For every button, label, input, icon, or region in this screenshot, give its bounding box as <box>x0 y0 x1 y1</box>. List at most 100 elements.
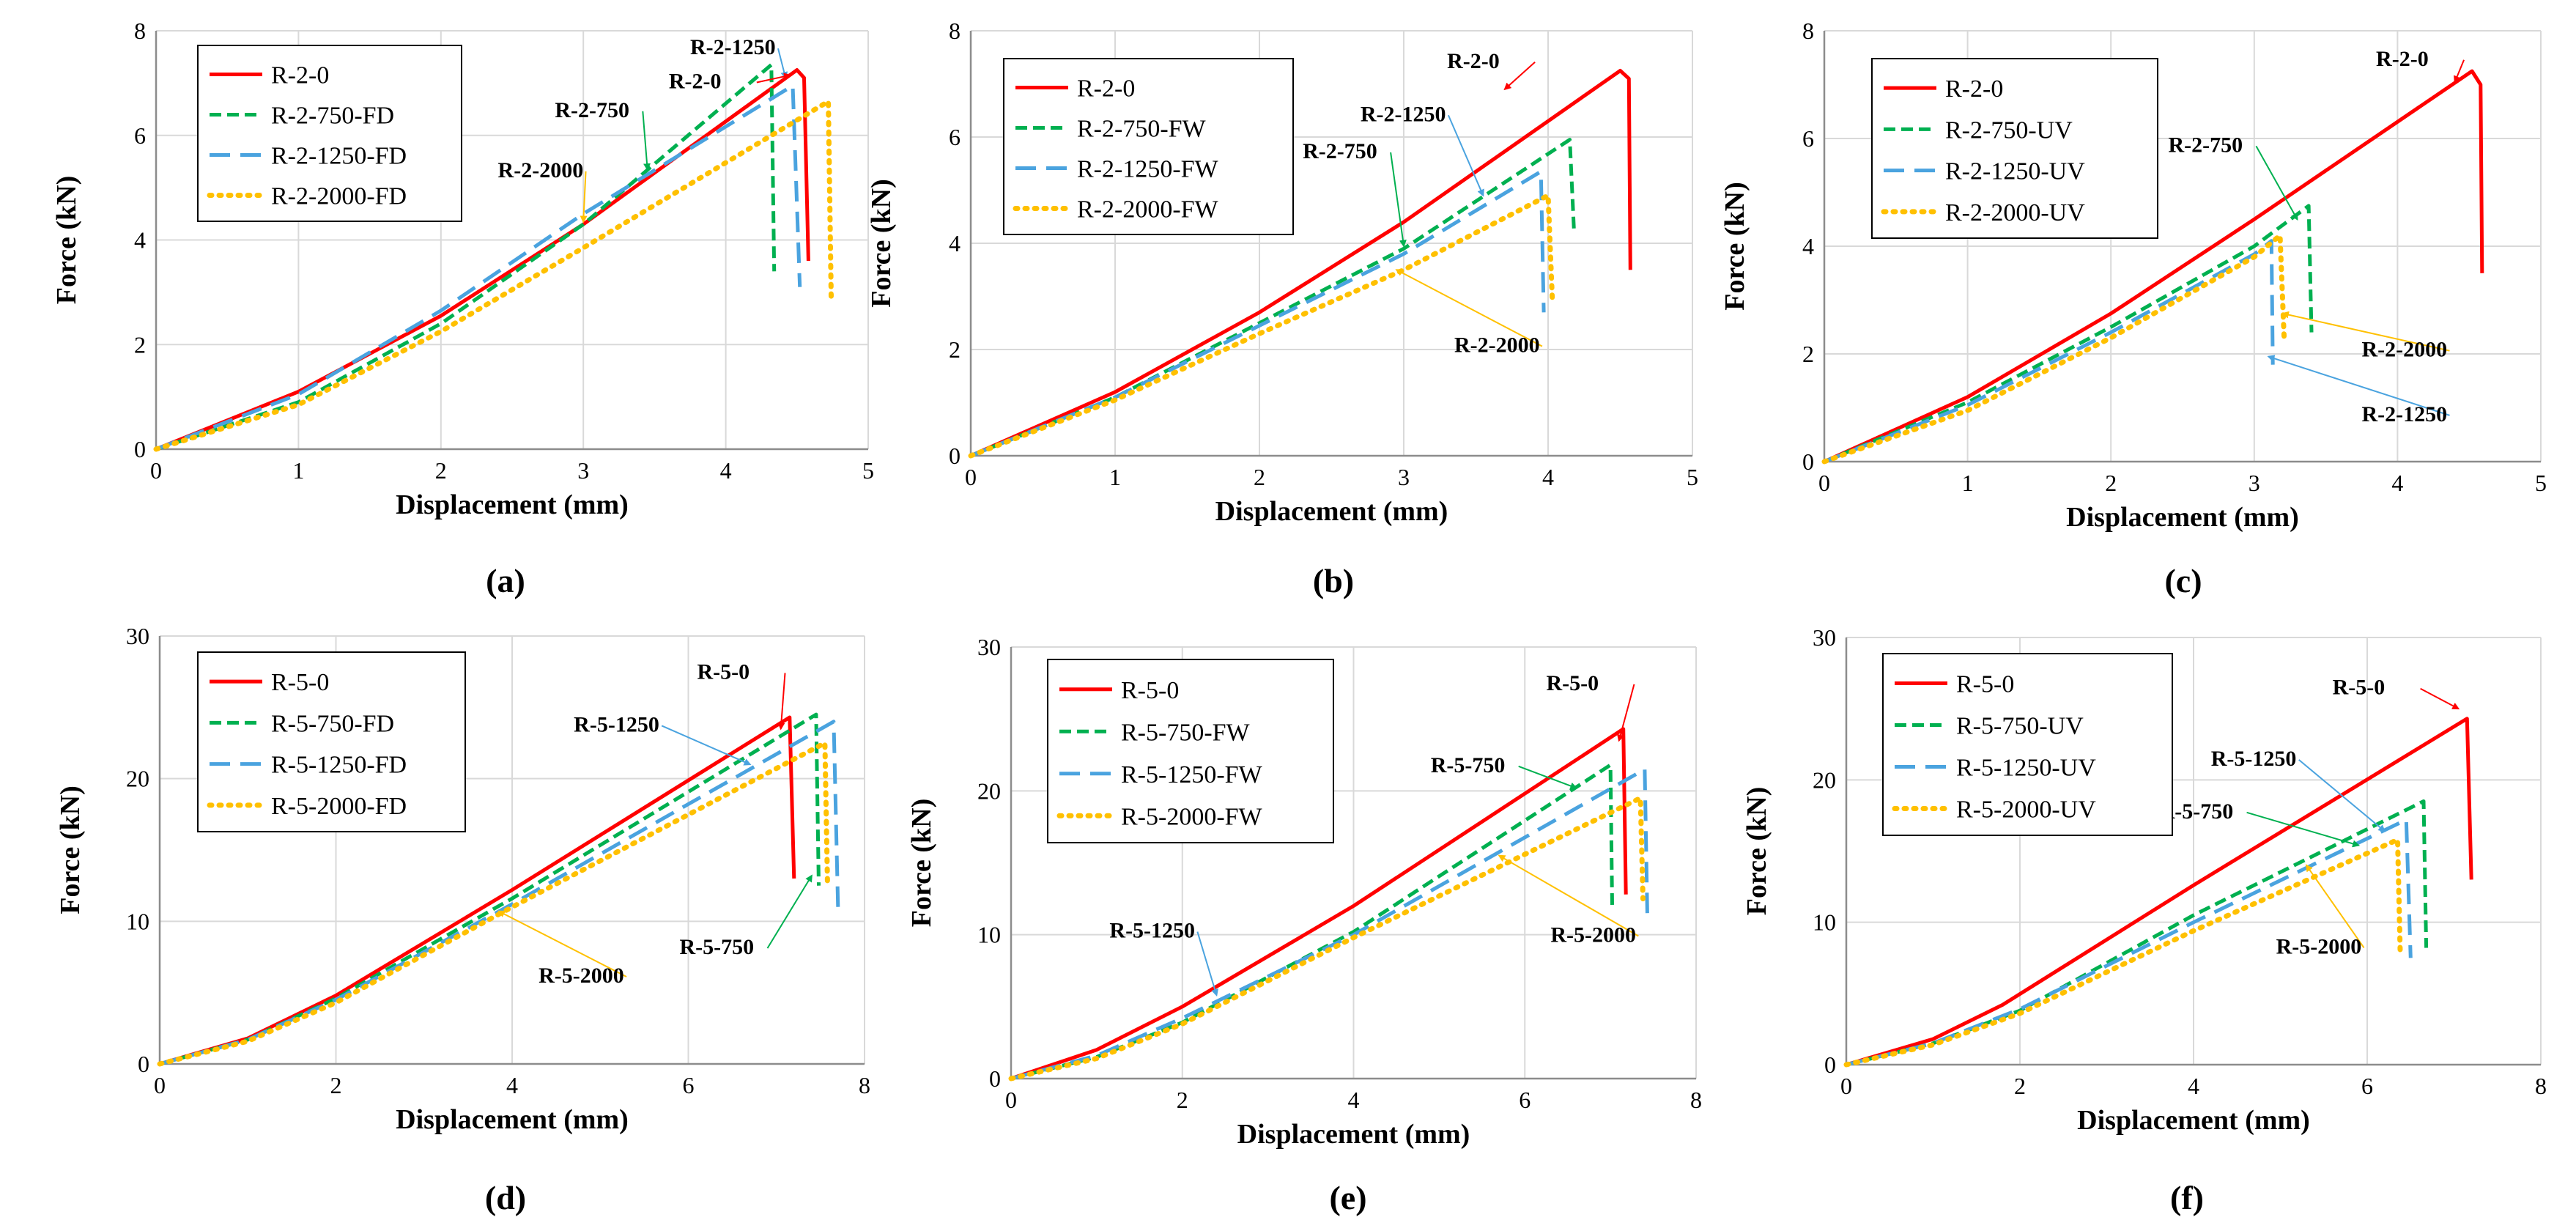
x-tick-label: 5 <box>2535 470 2547 496</box>
chart-panel-1: 0 1 2 3 4 5 0 2 4 6 8 Displacement (mm) Force (kN) R-… <box>51 18 874 599</box>
y-tick-label: 0 <box>989 1065 1001 1092</box>
y-tick-label: 2 <box>949 336 961 363</box>
annotation-label: R-5-1250 <box>2211 747 2297 771</box>
annotation-label: R-2-750 <box>555 98 629 122</box>
x-tick-label: 4 <box>2391 470 2403 496</box>
x-tick-label: 3 <box>577 457 589 484</box>
y-axis-label: Force (kN) <box>55 785 86 914</box>
annotation-label: R-5-0 <box>1546 671 1599 695</box>
annotation-arrow <box>1498 854 1639 937</box>
annotation-arrow <box>2298 759 2386 832</box>
x-tick-label: 0 <box>1818 470 1830 496</box>
y-tick-label: 10 <box>126 908 149 934</box>
y-tick-label: 6 <box>1802 125 1814 152</box>
y-tick-label: 30 <box>977 634 1001 660</box>
series-line-r-2-750-uv <box>1824 204 2314 464</box>
legend-entry: R-2-1250-FW <box>1077 156 1219 183</box>
annotation-arrow <box>2305 864 2365 948</box>
series-line-r-2-0 <box>969 68 1632 458</box>
annotation-arrow <box>1617 684 1635 742</box>
annotation-label: R-2-0 <box>1447 49 1500 73</box>
legend: R-5-0 R-5-750-FD R-5-1250-FD R-5-2000-FD <box>197 651 466 832</box>
legend-entry: R-2-2000-FD <box>271 183 407 210</box>
y-tick-label: 10 <box>1813 909 1836 936</box>
legend: R-5-0 R-5-750-FW R-5-1250-FW R-5-2000-FW <box>1047 659 1334 843</box>
x-tick-label: 6 <box>683 1072 695 1098</box>
x-tick-label: 0 <box>965 464 977 490</box>
y-tick-label: 20 <box>977 777 1001 804</box>
legend-entry: R-5-750-FW <box>1121 719 1251 746</box>
x-tick-label: 2 <box>2105 470 2117 496</box>
annotation-label: R-5-2000 <box>538 964 624 988</box>
legend-entry: R-5-1250-UV <box>1956 755 2096 782</box>
legend-entry: R-5-0 <box>271 669 329 696</box>
legend-entry: R-5-1250-FW <box>1121 761 1263 788</box>
series-line-r-5-2000-fw <box>1008 795 1646 1082</box>
annotation-label: R-2-1250 <box>2362 402 2448 426</box>
panel-label: (d) <box>485 1179 526 1216</box>
annotation-arrow <box>777 673 786 731</box>
x-axis-label: Displacement (mm) <box>2077 1105 2310 1136</box>
series-line-r-2-2000-fd <box>153 98 834 452</box>
y-tick-label: 8 <box>134 18 146 44</box>
y-axis-label: Force (kN) <box>906 799 937 928</box>
y-tick-label: 20 <box>1813 766 1836 793</box>
legend-entry: R-5-0 <box>1956 671 2014 698</box>
legend-entry: R-2-2000-FW <box>1077 196 1219 223</box>
y-tick-label: 10 <box>977 922 1001 948</box>
x-axis-label: Displacement (mm) <box>396 1104 629 1135</box>
x-tick-label: 3 <box>1398 464 1410 490</box>
x-tick-label: 1 <box>1962 470 1974 496</box>
annotation-arrow <box>1390 152 1407 248</box>
x-tick-label: 0 <box>1840 1073 1852 1099</box>
panel-label: (b) <box>1313 562 1354 599</box>
chart-panel-2: 0 1 2 3 4 5 0 2 4 6 8 Displacement (mm) Force (kN) R-… <box>866 18 1698 599</box>
series-line-r-5-1250-fw <box>1010 767 1649 1081</box>
series-line-r-2-1250-fw <box>970 169 1546 458</box>
annotation-label: R-2-750 <box>2168 133 2243 157</box>
annotation-arrow <box>497 910 627 977</box>
y-tick-label: 4 <box>1802 233 1814 259</box>
legend-entry: R-2-2000-UV <box>1945 199 2085 226</box>
x-tick-label: 2 <box>1254 464 1265 490</box>
legend: R-2-0 R-2-750-UV R-2-1250-UV R-2-2000-UV <box>1871 58 2158 239</box>
y-tick-label: 0 <box>1824 1051 1836 1078</box>
y-axis-label: Force (kN) <box>51 176 82 305</box>
series-line-r-5-0 <box>1846 717 2473 1067</box>
legend-entry: R-2-0 <box>271 62 329 89</box>
legend-entry: R-2-1250-UV <box>1945 158 2085 185</box>
x-tick-label: 0 <box>150 457 162 484</box>
y-tick-label: 2 <box>134 331 146 358</box>
series-line-r-5-2000-uv <box>1843 837 2403 1068</box>
annotation-label: R-5-2000 <box>2276 934 2362 958</box>
x-tick-label: 8 <box>1690 1087 1702 1113</box>
y-axis-label: Force (kN) <box>1720 182 1750 311</box>
annotation-label: R-2-2000 <box>1454 333 1540 358</box>
x-axis-label: Displacement (mm) <box>396 489 629 520</box>
y-tick-label: 8 <box>949 18 961 44</box>
annotation-label: R-5-2000 <box>1550 923 1636 947</box>
annotation-label: R-5-1250 <box>574 712 659 736</box>
annotation-arrow <box>1196 931 1218 997</box>
y-tick-label: 8 <box>1802 18 1814 44</box>
series-line-r-2-1250-fd <box>155 84 802 451</box>
annotation-label: R-2-2000 <box>498 158 584 182</box>
x-tick-label: 4 <box>1542 464 1554 490</box>
legend-entry: R-2-750-FD <box>271 103 394 130</box>
y-tick-label: 2 <box>1802 341 1814 367</box>
legend-entry: R-5-1250-FD <box>271 752 407 779</box>
series-line-r-2-0 <box>1823 69 2484 464</box>
x-tick-label: 4 <box>506 1072 518 1098</box>
x-tick-label: 4 <box>720 457 732 484</box>
annotation-label: R-2-2000 <box>2362 338 2448 362</box>
x-tick-label: 2 <box>1177 1087 1188 1113</box>
x-tick-label: 8 <box>2535 1073 2547 1099</box>
annotation-arrow <box>661 725 752 766</box>
y-tick-label: 0 <box>134 436 146 462</box>
chart-panel-6: 0 2 4 6 8 0 10 20 30 Displacement (mm) Force (kN) R… <box>1742 624 2547 1216</box>
x-tick-label: 4 <box>2188 1073 2199 1099</box>
legend-entry: R-2-0 <box>1945 75 2003 103</box>
x-axis-label: Displacement (mm) <box>2066 502 2299 533</box>
y-tick-label: 4 <box>134 227 146 254</box>
